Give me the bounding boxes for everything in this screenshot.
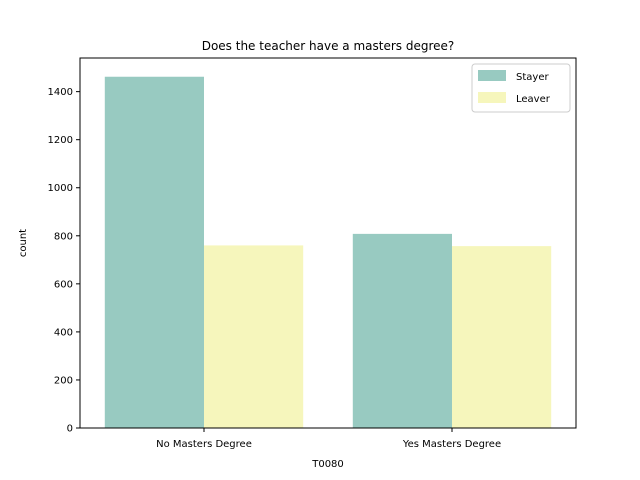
y-tick-label: 1200 [48,135,73,146]
y-tick-label: 1000 [48,183,73,194]
legend-swatch-leaver [478,92,506,103]
y-tick-label: 0 [67,424,73,435]
y-tick-label: 200 [54,375,73,386]
y-tick-label: 400 [54,327,73,338]
x-tick-label: Yes Masters Degree [402,439,501,450]
legend-label-leaver: Leaver [516,94,551,105]
y-axis: 0 200 400 600 800 1000 1200 1400 [48,87,80,435]
bar-stayer-1 [104,76,204,428]
x-axis-label: T0080 [311,459,344,470]
bar-leaver-1 [204,245,304,428]
y-axis-label: count [18,229,29,257]
legend: Stayer Leaver [471,63,571,113]
y-tick-label: 1400 [48,87,73,98]
chart-title: Does the teacher have a masters degree? [202,39,455,53]
x-tick-label: No Masters Degree [156,439,252,450]
legend-label-stayer: Stayer [516,72,549,83]
legend-swatch-stayer [478,70,506,81]
x-axis: No Masters Degree Yes Masters Degree [156,428,501,450]
bar-stayer-2 [352,233,452,428]
bar-leaver-2 [452,246,552,428]
bars-group [104,76,552,428]
y-tick-label: 800 [54,231,73,242]
plot-frame [79,57,577,429]
y-tick-label: 600 [54,279,73,290]
